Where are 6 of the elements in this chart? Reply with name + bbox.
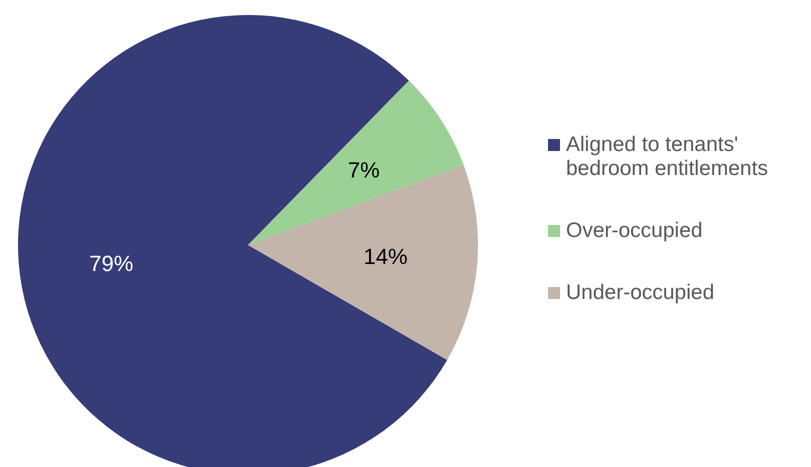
legend-label: Aligned to tenants' bedroom entitlements — [566, 132, 769, 180]
legend-label: Under-occupied — [566, 280, 714, 304]
data-label: 14% — [363, 244, 408, 270]
legend-label: Over-occupied — [566, 218, 703, 242]
data-label: 79% — [89, 251, 134, 276]
data-label: 7% — [348, 157, 380, 182]
